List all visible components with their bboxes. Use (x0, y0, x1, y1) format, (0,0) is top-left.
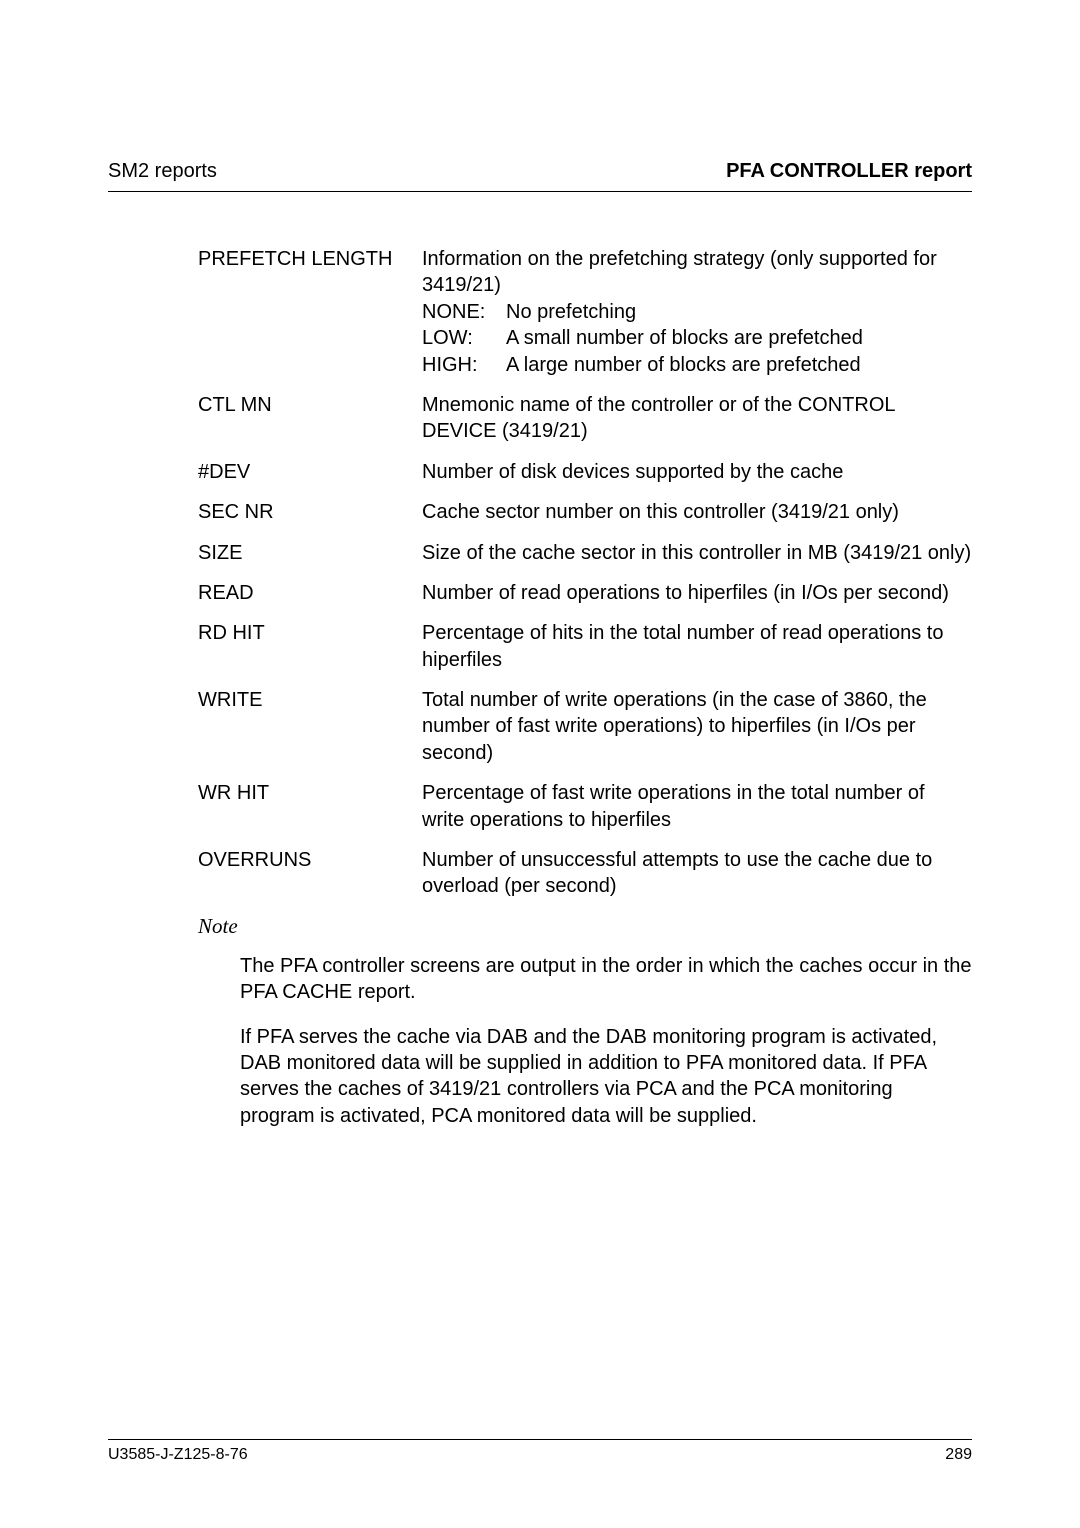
def-desc: Number of read operations to hiperfiles … (422, 580, 972, 606)
header-left: SM2 reports (108, 160, 217, 183)
def-row: RD HIT Percentage of hits in the total n… (198, 620, 972, 673)
def-row: PREFETCH LENGTH Information on the prefe… (198, 246, 972, 378)
def-desc: Size of the cache sector in this control… (422, 540, 972, 566)
header-rule (108, 191, 972, 192)
def-desc: Percentage of fast write operations in t… (422, 780, 972, 833)
def-desc: Number of unsuccessful attempts to use t… (422, 847, 972, 900)
sublist-val: No prefetching (506, 299, 636, 325)
def-term: WRITE (198, 687, 422, 766)
note-paragraph: The PFA controller screens are output in… (240, 953, 972, 1006)
note-paragraph: If PFA serves the cache via DAB and the … (240, 1024, 972, 1130)
footer-row: U3585-J-Z125-8-76 289 (108, 1446, 972, 1464)
def-term: SIZE (198, 540, 422, 566)
def-desc: Number of disk devices supported by the … (422, 459, 972, 485)
def-term: PREFETCH LENGTH (198, 246, 422, 378)
sublist-row: HIGH: A large number of blocks are prefe… (422, 352, 972, 378)
footer-rule (108, 1439, 972, 1440)
sublist-key: HIGH: (422, 352, 506, 378)
sublist-row: NONE: No prefetching (422, 299, 972, 325)
header-right: PFA CONTROLLER report (726, 160, 972, 183)
def-row: SEC NR Cache sector number on this contr… (198, 499, 972, 525)
def-row: WRITE Total number of write operations (… (198, 687, 972, 766)
def-row: #DEV Number of disk devices supported by… (198, 459, 972, 485)
footer-left: U3585-J-Z125-8-76 (108, 1446, 248, 1464)
def-desc: Cache sector number on this controller (… (422, 499, 972, 525)
page-header: SM2 reports PFA CONTROLLER report (108, 160, 972, 191)
def-term: CTL MN (198, 392, 422, 445)
def-term: WR HIT (198, 780, 422, 833)
definition-list: PREFETCH LENGTH Information on the prefe… (198, 246, 972, 900)
footer-page-number: 289 (945, 1446, 972, 1464)
def-sublist: NONE: No prefetching LOW: A small number… (422, 299, 972, 378)
def-term: OVERRUNS (198, 847, 422, 900)
def-row: READ Number of read operations to hiperf… (198, 580, 972, 606)
page-footer: U3585-J-Z125-8-76 289 (108, 1439, 972, 1464)
sublist-val: A large number of blocks are prefetched (506, 352, 861, 378)
def-row: OVERRUNS Number of unsuccessful attempts… (198, 847, 972, 900)
note-block: Note The PFA controller screens are outp… (198, 914, 972, 1129)
def-term: RD HIT (198, 620, 422, 673)
def-row: CTL MN Mnemonic name of the controller o… (198, 392, 972, 445)
def-desc-intro: Information on the prefetching strategy … (422, 246, 972, 299)
def-term: #DEV (198, 459, 422, 485)
def-desc: Percentage of hits in the total number o… (422, 620, 972, 673)
def-term: SEC NR (198, 499, 422, 525)
def-row: SIZE Size of the cache sector in this co… (198, 540, 972, 566)
note-heading: Note (198, 914, 972, 939)
sublist-val: A small number of blocks are prefetched (506, 325, 863, 351)
page: SM2 reports PFA CONTROLLER report PREFET… (0, 0, 1080, 1528)
sublist-row: LOW: A small number of blocks are prefet… (422, 325, 972, 351)
def-row: WR HIT Percentage of fast write operatio… (198, 780, 972, 833)
def-term: READ (198, 580, 422, 606)
sublist-key: NONE: (422, 299, 506, 325)
sublist-key: LOW: (422, 325, 506, 351)
def-desc: Mnemonic name of the controller or of th… (422, 392, 972, 445)
def-desc: Total number of write operations (in the… (422, 687, 972, 766)
def-desc: Information on the prefetching strategy … (422, 246, 972, 378)
